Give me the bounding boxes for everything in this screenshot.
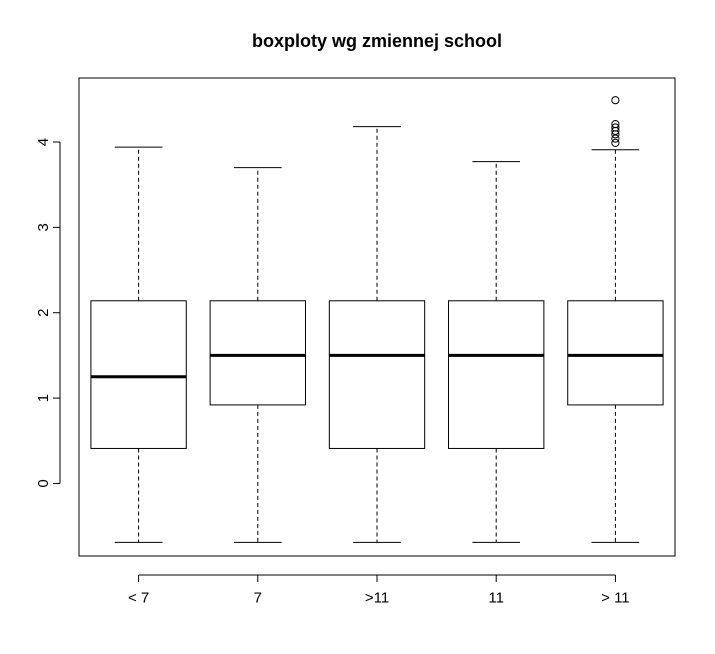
outlier-point (611, 138, 620, 147)
outlier-point (611, 96, 620, 105)
box-iqr (209, 300, 306, 406)
plot-frame (78, 77, 676, 557)
y-tick-label: 3 (35, 223, 52, 231)
box-5 (567, 96, 664, 543)
box-3 (328, 126, 426, 543)
box-iqr (567, 300, 664, 406)
box-iqr (448, 300, 545, 449)
box-1 (90, 146, 187, 543)
box-2 (209, 167, 306, 543)
outlier-point (611, 134, 620, 143)
y-tick-label: 2 (35, 309, 52, 317)
y-tick-label: 4 (35, 138, 52, 146)
x-tick-label: > 11 (601, 589, 630, 606)
x-axis: < 7 7 >11 11 > 11 (128, 574, 630, 606)
boxes (90, 96, 664, 543)
x-tick-label: < 7 (128, 589, 149, 606)
box-iqr (90, 300, 187, 449)
x-tick-label: 7 (254, 589, 262, 606)
y-tick-label: 1 (35, 394, 52, 402)
outlier-point (611, 123, 620, 132)
y-axis: 0 1 2 3 4 (35, 138, 61, 488)
box-4 (448, 161, 545, 543)
x-tick-label: 11 (488, 589, 504, 606)
x-tick-label: >11 (365, 589, 389, 606)
outlier-point (611, 119, 620, 129)
chart-title: boxploty wg zmiennej school (252, 31, 502, 51)
box-iqr (328, 300, 426, 449)
y-tick-label: 0 (35, 479, 52, 487)
